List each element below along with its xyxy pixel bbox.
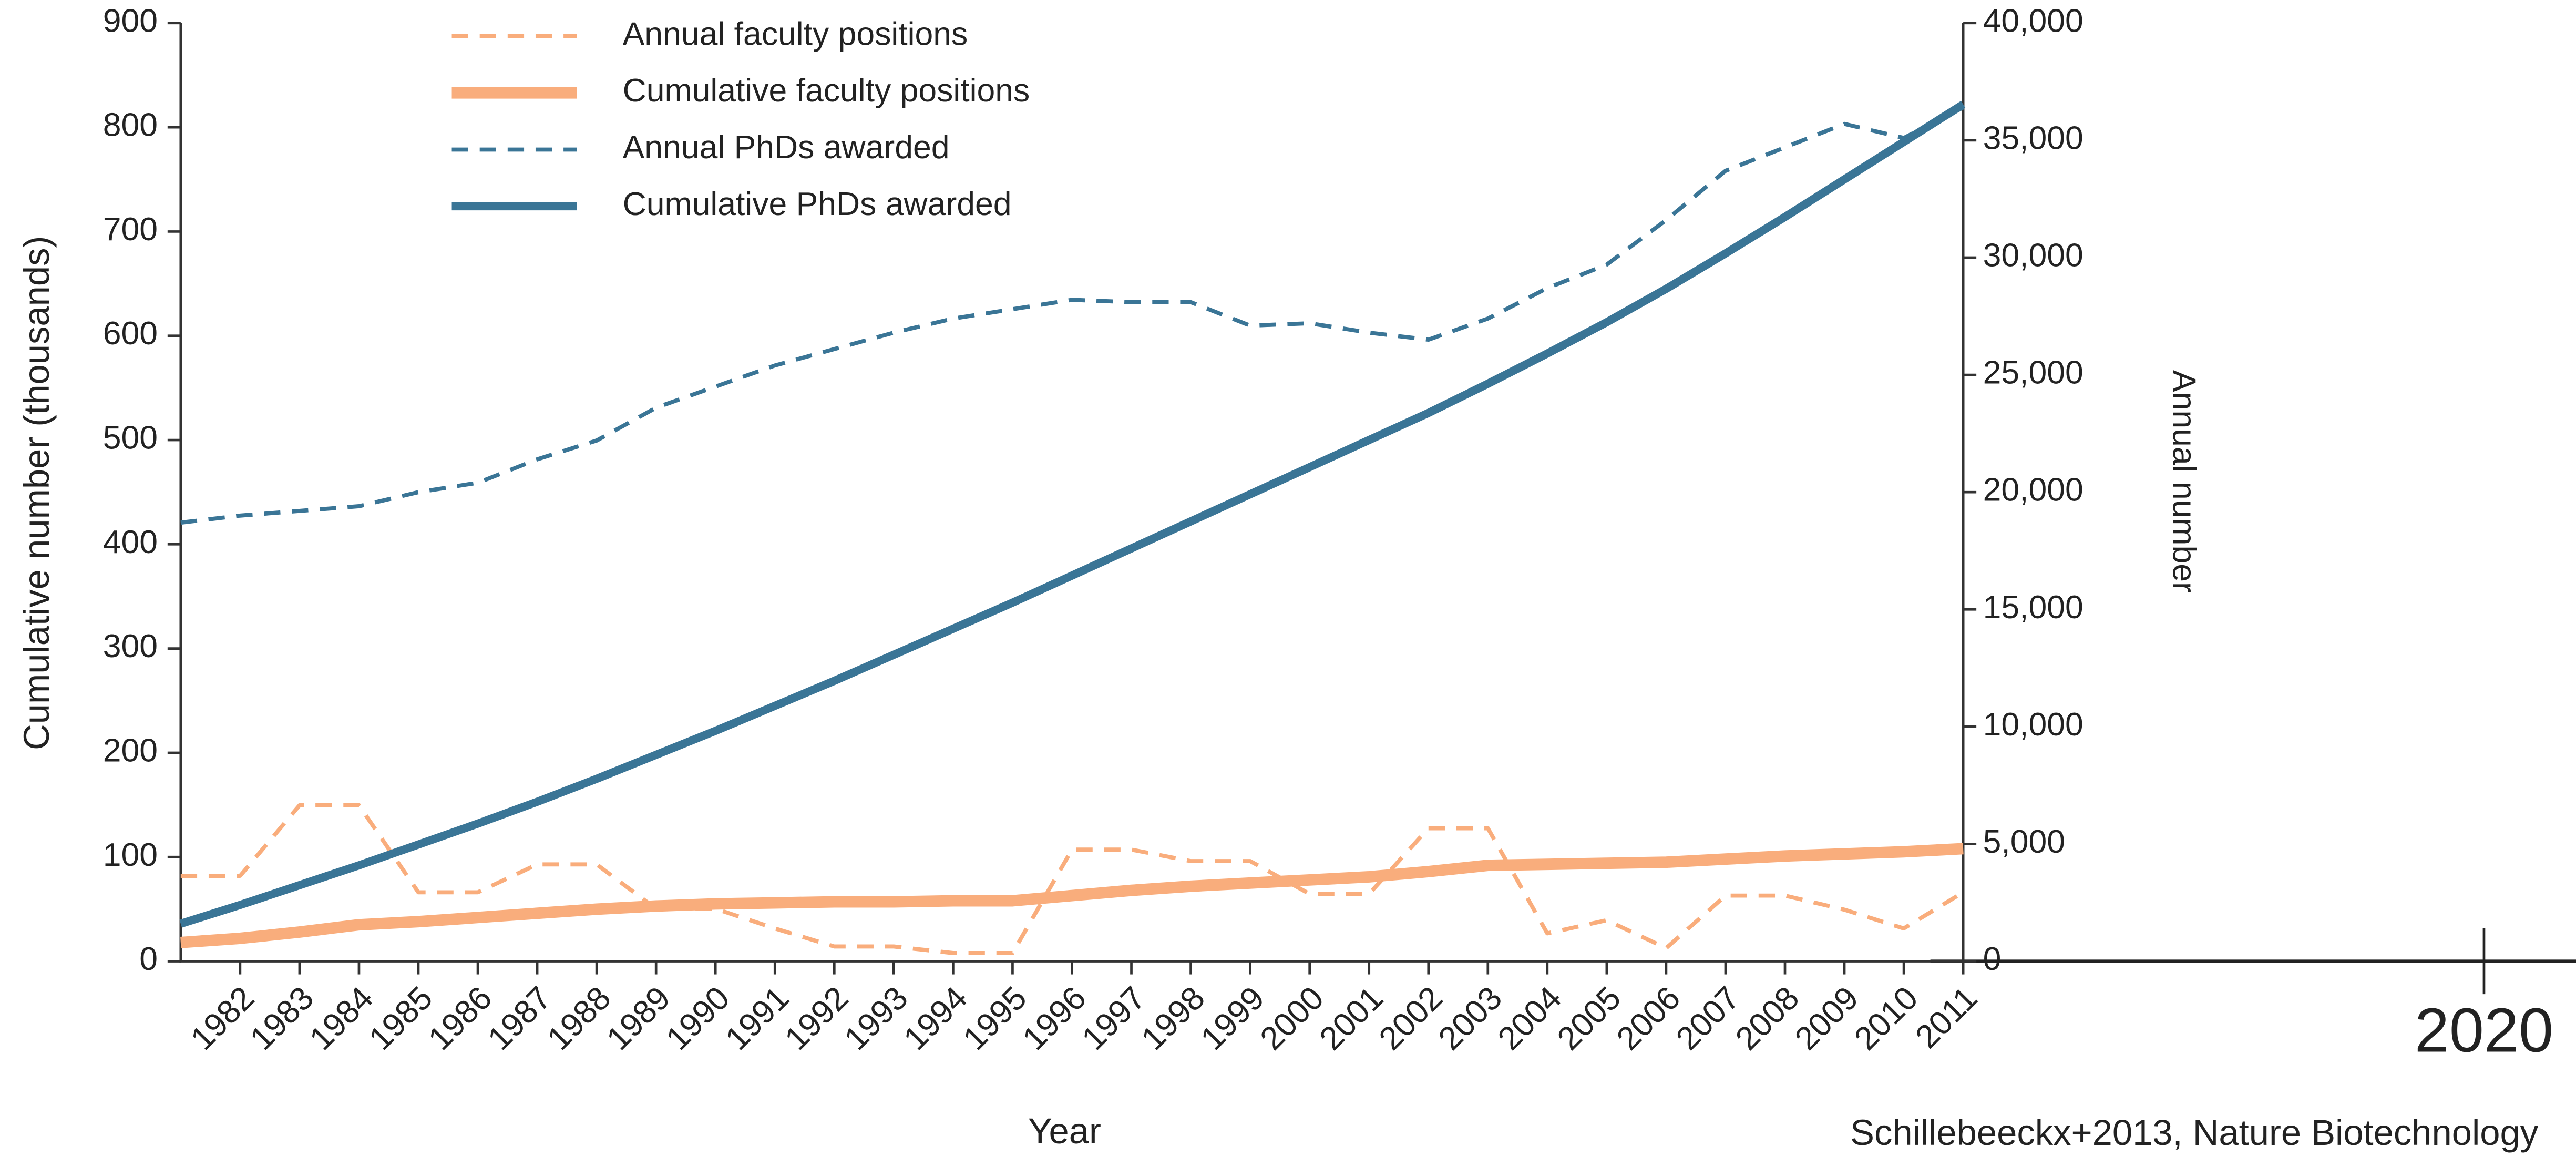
x-tick-label: 1997 — [1075, 979, 1153, 1057]
series-line — [180, 843, 1964, 948]
legend-label: Cumulative PhDs awarded — [623, 186, 1012, 222]
y2-tick-label: 35,000 — [1983, 119, 2084, 156]
y-axis-label: Cumulative number (thousands) — [16, 236, 57, 750]
y-tick-label: 700 — [103, 211, 158, 248]
y-tick-label: 300 — [103, 628, 158, 664]
x-tick-label: 1989 — [600, 979, 678, 1057]
axis-lines — [179, 23, 1965, 963]
y2-tick-label: 10,000 — [1983, 706, 2084, 743]
x-tick-label: 1990 — [659, 979, 737, 1057]
x-tick-label: 2006 — [1609, 979, 1687, 1057]
citation: Schillebeeckx+2013, Nature Biotechnology — [1850, 1112, 2539, 1153]
series-line — [180, 803, 1965, 955]
y2-tick-label: 0 — [1983, 940, 2002, 977]
x-tick-label: 2009 — [1788, 979, 1866, 1057]
x-tick-label: 2011 — [1908, 979, 1985, 1056]
x-tick-label: 1987 — [481, 979, 559, 1057]
y2-tick-label: 5,000 — [1983, 823, 2065, 860]
x-tick-label: 1995 — [956, 979, 1034, 1057]
y2-tick-label: 15,000 — [1983, 589, 2084, 626]
x-tick-label: 1982 — [183, 979, 261, 1057]
series-line — [180, 105, 1964, 525]
x-tick-label: 2003 — [1431, 979, 1509, 1057]
x-axis-label: Year — [1028, 1111, 1101, 1151]
y2-axis-label: Annual number — [2166, 370, 2202, 593]
legend-label: Annual faculty positions — [623, 15, 968, 52]
y-tick-label: 400 — [103, 524, 158, 560]
x-tick-label: 1996 — [1015, 979, 1093, 1057]
x-tick-label: 2008 — [1729, 979, 1807, 1057]
x-tick-label: 1988 — [540, 979, 618, 1057]
y-tick-label: 800 — [103, 107, 158, 144]
x-tick-label: 1994 — [897, 979, 974, 1057]
x-tick-label: 1986 — [422, 979, 499, 1057]
x-tick-label: 2004 — [1491, 979, 1568, 1057]
x-tick-label: 1992 — [778, 979, 856, 1057]
y2-tick-label: 40,000 — [1983, 2, 2084, 39]
x-tick-label: 2007 — [1669, 979, 1747, 1057]
series-line — [179, 100, 1966, 928]
y2-tick-label: 25,000 — [1983, 354, 2084, 391]
y2-tick-label: 20,000 — [1983, 472, 2084, 508]
y-tick-label: 900 — [103, 2, 158, 39]
y-tick-label: 0 — [139, 940, 158, 977]
legend-label: Annual PhDs awarded — [623, 129, 950, 166]
y2-tick-label: 30,000 — [1983, 237, 2084, 274]
y-tick-label: 100 — [103, 836, 158, 873]
x-tick-label: 2000 — [1253, 979, 1331, 1057]
annotation: 2020 — [2415, 996, 2553, 1066]
x-tick-label: 1998 — [1134, 979, 1212, 1057]
x-tick-label: 2001 — [1312, 979, 1390, 1057]
x-tick-label: 1984 — [302, 979, 380, 1057]
y-tick-label: 500 — [103, 420, 158, 456]
x-tick-label: 2002 — [1372, 979, 1450, 1057]
x-tick-label: 1999 — [1194, 979, 1271, 1057]
y-tick-label: 600 — [103, 315, 158, 352]
x-tick-label: 2010 — [1848, 979, 1925, 1057]
x-tick-label: 1991 — [719, 979, 796, 1057]
x-tick-label: 1983 — [243, 979, 321, 1057]
x-tick-label: 1985 — [362, 979, 440, 1057]
legend-label: Cumulative faculty positions — [623, 72, 1030, 109]
x-tick-label: 1993 — [837, 979, 915, 1057]
x-tick-label: 2005 — [1550, 979, 1628, 1057]
y-tick-label: 200 — [103, 732, 158, 769]
